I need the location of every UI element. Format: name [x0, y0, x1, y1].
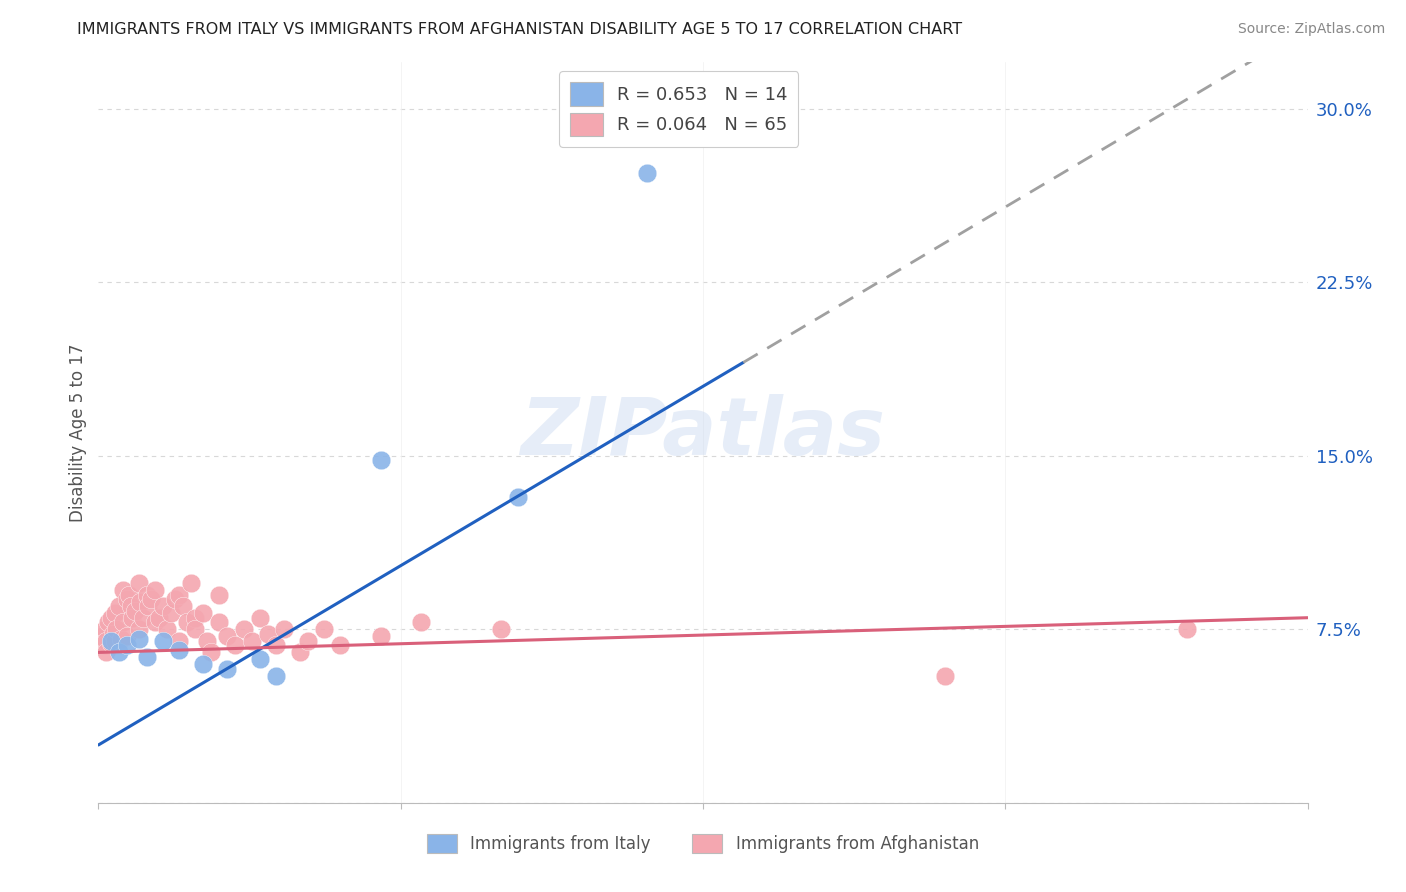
Point [94, 622, 117, 636]
Point [143, 615, 166, 630]
Point [176, 615, 198, 630]
Point [370, 453, 392, 467]
Legend: Immigrants from Italy, Immigrants from Afghanistan: Immigrants from Italy, Immigrants from A… [419, 825, 987, 861]
Point [100, 633, 122, 648]
Point [152, 633, 174, 648]
Point [193, 606, 215, 620]
Point [111, 615, 134, 630]
Point [224, 639, 246, 653]
Point [264, 668, 287, 682]
Point [103, 606, 125, 620]
Point [193, 657, 215, 671]
Point [100, 610, 122, 624]
Point [167, 588, 190, 602]
Point [249, 610, 271, 624]
Point [115, 629, 138, 643]
Text: ZIPatlas: ZIPatlas [520, 393, 886, 472]
Point [934, 668, 956, 682]
Point [256, 627, 278, 641]
Point [96, 645, 118, 659]
Point [491, 622, 513, 636]
Point [135, 650, 157, 665]
Point [97, 615, 120, 630]
Point [107, 645, 129, 659]
Point [167, 633, 190, 648]
Point [118, 588, 141, 602]
Point [128, 576, 150, 591]
Point [208, 588, 231, 602]
Point [217, 662, 239, 676]
Point [409, 615, 432, 630]
Point [249, 652, 271, 666]
Point [329, 639, 352, 653]
Point [232, 622, 254, 636]
Point [135, 588, 157, 602]
Text: IMMIGRANTS FROM ITALY VS IMMIGRANTS FROM AFGHANISTAN DISABILITY AGE 5 TO 17 CORR: IMMIGRANTS FROM ITALY VS IMMIGRANTS FROM… [77, 22, 963, 37]
Point [217, 629, 239, 643]
Point [184, 610, 207, 624]
Point [120, 599, 142, 614]
Point [103, 633, 125, 648]
Point [370, 629, 392, 643]
Point [1175, 622, 1198, 636]
Point [96, 633, 118, 648]
Point [139, 592, 162, 607]
Text: Source: ZipAtlas.com: Source: ZipAtlas.com [1237, 22, 1385, 37]
Point [200, 645, 222, 659]
Point [184, 622, 207, 636]
Point [156, 622, 179, 636]
Point [138, 599, 160, 614]
Point [100, 636, 122, 650]
Point [94, 639, 117, 653]
Point [160, 606, 183, 620]
Point [636, 166, 658, 180]
Point [314, 622, 336, 636]
Point [167, 643, 190, 657]
Point [288, 645, 311, 659]
Point [273, 622, 295, 636]
Point [132, 610, 155, 624]
Point [180, 576, 202, 591]
Point [107, 599, 129, 614]
Point [115, 639, 138, 653]
Point [208, 615, 231, 630]
Point [91, 629, 114, 643]
Point [297, 633, 319, 648]
Point [129, 594, 152, 608]
Point [115, 592, 138, 607]
Point [148, 610, 170, 624]
Point [195, 633, 218, 648]
Point [101, 627, 124, 641]
Point [128, 632, 150, 646]
Point [240, 633, 263, 648]
Point [110, 632, 132, 646]
Point [121, 610, 143, 624]
Point [105, 622, 128, 636]
Point [172, 599, 194, 614]
Point [506, 491, 529, 505]
Point [264, 639, 287, 653]
Point [163, 592, 186, 607]
Point [111, 582, 134, 597]
Point [128, 622, 150, 636]
Point [124, 604, 146, 618]
Point [152, 599, 174, 614]
Y-axis label: Disability Age 5 to 17: Disability Age 5 to 17 [69, 343, 87, 522]
Point [143, 582, 166, 597]
